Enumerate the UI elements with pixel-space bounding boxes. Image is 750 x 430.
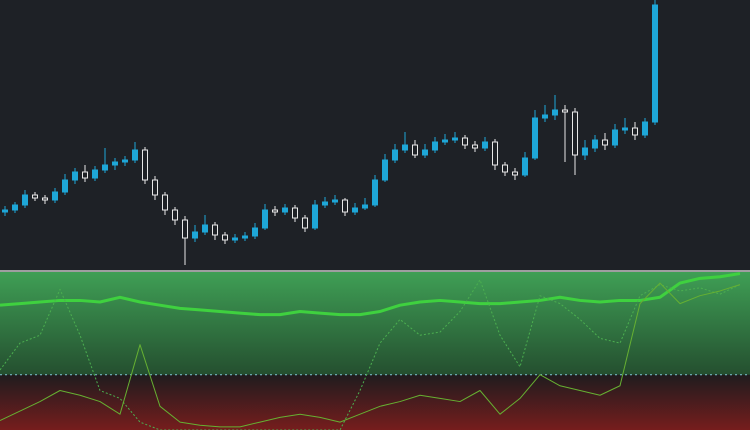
candle-body (342, 199, 348, 213)
candle-body (202, 224, 208, 233)
candle-body (612, 129, 618, 146)
candle-body (472, 144, 478, 149)
candle-body (362, 204, 368, 209)
candle-body (452, 137, 458, 141)
candle-body (632, 127, 638, 136)
candle-body (252, 227, 258, 237)
candle-body (262, 209, 268, 229)
candle-body (182, 219, 188, 239)
candle-body (602, 139, 608, 146)
candle-body (352, 207, 358, 213)
candle-body (152, 179, 158, 196)
candle-body (372, 179, 378, 206)
candle-body (322, 201, 328, 206)
candle-body (392, 149, 398, 161)
candle-body (482, 141, 488, 149)
candle-body (212, 224, 218, 236)
candle-body (162, 194, 168, 211)
candle-body (332, 199, 338, 203)
candle-body (462, 137, 468, 146)
candle-body (492, 141, 498, 166)
candle-body (622, 127, 628, 131)
indicator-line (0, 282, 741, 428)
candle-body (412, 144, 418, 156)
candle-body (302, 217, 308, 229)
candle-body (512, 171, 518, 176)
candle-body (72, 171, 78, 181)
candle-body (242, 235, 248, 239)
indicator-line (0, 272, 741, 317)
candle-body (642, 121, 648, 136)
indicator-lines (0, 272, 741, 430)
candle-body (42, 197, 48, 201)
candle-body (222, 234, 228, 241)
candle-body (142, 149, 148, 181)
candle-body (62, 179, 68, 193)
candle-body (192, 231, 198, 239)
candle-body (522, 157, 528, 176)
candle-body (2, 209, 8, 213)
candle-body (292, 207, 298, 219)
candle-body (422, 149, 428, 156)
candle-body (92, 169, 98, 179)
candle-body (582, 147, 588, 156)
candle-body (312, 204, 318, 229)
candle-body (32, 194, 38, 199)
candle-body (82, 171, 88, 179)
candle-body (552, 109, 558, 116)
candle-body (272, 209, 278, 213)
candle-body (22, 194, 28, 206)
candle-body (502, 164, 508, 173)
candle-body (112, 161, 118, 166)
candle-body (562, 109, 568, 113)
candle-body (282, 207, 288, 213)
candle-body (52, 191, 58, 201)
candle-body (382, 159, 388, 181)
negative-zone (0, 374, 750, 430)
candle-body (132, 149, 138, 161)
candle-body (442, 139, 448, 143)
price-panel (0, 0, 750, 270)
candle-body (432, 141, 438, 151)
candle-body (592, 139, 598, 149)
candle-body (542, 114, 548, 119)
candle-body (572, 111, 578, 156)
candle-body (652, 4, 658, 123)
candle-body (402, 144, 408, 151)
candle-body (102, 164, 108, 171)
candle-body (532, 117, 538, 159)
candle-body (122, 159, 128, 163)
candle-body (172, 209, 178, 221)
candle-body (12, 204, 18, 211)
candle-body (232, 237, 238, 241)
